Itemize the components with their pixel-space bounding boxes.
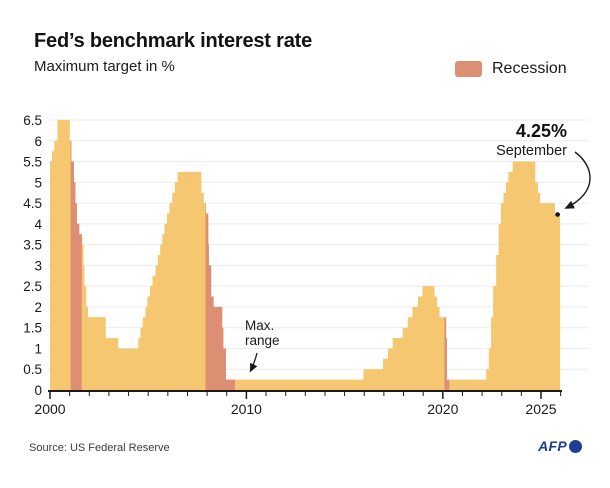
chart-title: Fed’s benchmark interest rate xyxy=(34,30,313,52)
y-tick-label: 2 xyxy=(34,300,42,315)
max-range-arrow xyxy=(249,352,258,373)
y-tick-label: 0 xyxy=(34,383,42,398)
rate-area xyxy=(50,120,561,390)
source-note: Source: US Federal Reserve xyxy=(29,442,170,454)
y-tick-label: 2.5 xyxy=(23,279,42,294)
latest-rate-value: 4.25% xyxy=(515,121,567,141)
x-tick-label: 2025 xyxy=(525,401,556,417)
afp-wordmark: AFP xyxy=(538,438,567,454)
y-tick-label: 6.5 xyxy=(23,113,42,128)
chart-subtitle: Maximum target in % xyxy=(34,58,175,75)
x-tick-label: 2000 xyxy=(34,401,65,417)
y-tick-label: 3 xyxy=(34,258,42,273)
y-tick-label: 4 xyxy=(34,217,42,232)
y-tick-label: 5.5 xyxy=(23,155,42,170)
x-tick-label: 2010 xyxy=(231,401,262,417)
recession-swatch xyxy=(455,61,482,77)
x-tick-label: 2020 xyxy=(427,401,458,417)
afp-globe-icon xyxy=(569,439,582,453)
latest-arrow xyxy=(564,151,591,209)
y-tick-label: 6 xyxy=(34,134,42,149)
legend: Recession xyxy=(455,60,567,78)
max-range-line1: Max. xyxy=(245,318,275,333)
max-range-line2: range xyxy=(245,333,280,348)
y-tick-label: 3.5 xyxy=(23,238,42,253)
y-tick-label: 0.5 xyxy=(23,362,42,377)
legend-label: Recession xyxy=(492,60,567,77)
y-tick-label: 4.5 xyxy=(23,196,42,211)
afp-logo: AFP xyxy=(538,438,582,454)
recession-band xyxy=(70,120,82,390)
y-tick-label: 5 xyxy=(34,175,42,190)
annotation-latest: 4.25% September xyxy=(496,121,567,159)
latest-rate-month: September xyxy=(496,143,567,159)
latest-point-dot xyxy=(555,212,560,217)
y-tick-label: 1.5 xyxy=(23,321,42,336)
y-tick-label: 1 xyxy=(34,341,42,356)
annotation-max-range: Max. range xyxy=(245,318,280,348)
